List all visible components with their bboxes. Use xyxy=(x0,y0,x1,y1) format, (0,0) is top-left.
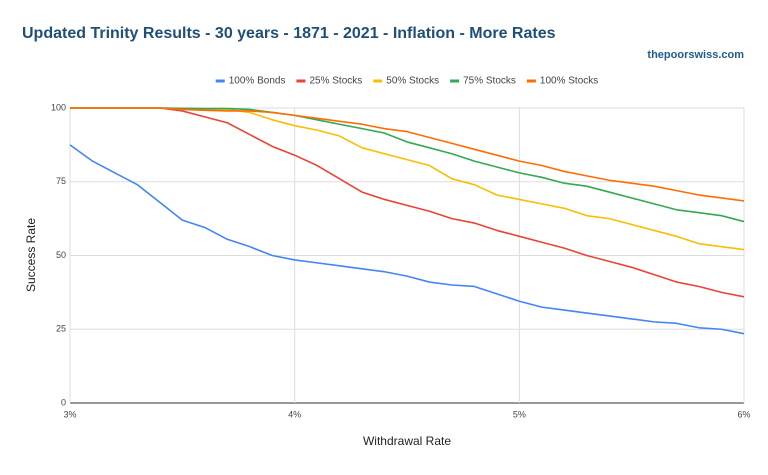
x-tick-label: 6% xyxy=(737,409,750,419)
x-tick-label: 5% xyxy=(513,409,526,419)
y-tick-label: 0 xyxy=(61,397,66,407)
series-line xyxy=(70,107,745,202)
x-axis-title: Withdrawal Rate xyxy=(363,434,451,448)
legend-label: 50% Stocks xyxy=(386,76,439,87)
y-tick-label: 75 xyxy=(56,176,66,186)
series-line xyxy=(69,144,745,335)
series-line xyxy=(70,107,745,298)
legend-label: 100% Bonds xyxy=(229,76,286,87)
legend-label: 100% Stocks xyxy=(540,76,598,87)
source: thepoorswiss.com xyxy=(647,49,744,61)
legend-label: 75% Stocks xyxy=(463,76,516,87)
x-tick-label: 3% xyxy=(63,409,76,419)
y-axis-title: Success Rate xyxy=(24,218,38,292)
y-tick-label: 25 xyxy=(56,324,66,334)
y-tick-label: 100 xyxy=(51,102,66,112)
x-tick-label: 4% xyxy=(288,409,301,419)
y-tick-label: 50 xyxy=(56,250,66,260)
legend: 100% Bonds 25% Stocks 50% Stocks 75% Stocks… xyxy=(215,76,598,87)
series-line xyxy=(70,107,745,223)
legend-label: 25% Stocks xyxy=(309,76,362,87)
chart-title: Updated Trinity Results - 30 years - 187… xyxy=(22,25,556,42)
